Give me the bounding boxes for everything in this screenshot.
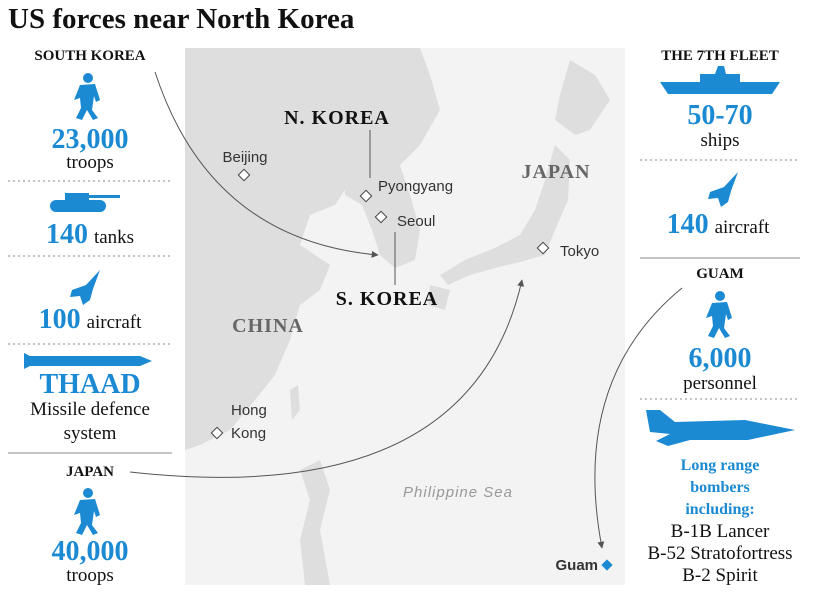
city-label: Hong (231, 402, 267, 419)
bomber-name: B-52 Stratofortress (647, 543, 792, 564)
stat-number: THAAD (39, 369, 140, 400)
missile-icon (24, 353, 152, 369)
guam-marker (601, 559, 613, 571)
soldier-icon-part (74, 499, 100, 535)
stat-unit: personnel (683, 373, 757, 394)
jet-icon (70, 270, 100, 305)
bomber-icon (646, 410, 795, 446)
city-marker (237, 168, 251, 182)
city-label: Beijing (222, 149, 267, 166)
stat-unit: aircraft (715, 217, 771, 238)
stat-unit: ships (700, 130, 739, 151)
city-label: Pyongyang (378, 178, 453, 195)
soldier-icon-part (706, 302, 732, 338)
bombers-heading: Long range (681, 457, 760, 474)
tank-icon-part (88, 195, 120, 198)
city-label: Kong (231, 425, 266, 442)
soldier-icon (74, 488, 100, 535)
soldier-icon-part (715, 291, 725, 301)
country-label: JAPAN (521, 161, 590, 183)
stat: 140 aircraft (667, 209, 771, 240)
korea-land (330, 48, 440, 268)
soldier-icon-part (83, 73, 93, 83)
soldier-icon-part (83, 488, 93, 498)
section-heading: SOUTH KOREA (34, 48, 145, 64)
stat-number: 140 (667, 209, 709, 240)
section-heading: THE 7TH FLEET (661, 48, 779, 64)
stat-unit: troops (66, 152, 114, 173)
bomber-name: B-1B Lancer (671, 521, 770, 542)
tank-icon-part (50, 200, 106, 212)
ship-icon (660, 66, 780, 94)
arrow (154, 71, 379, 258)
section-heading: GUAM (696, 266, 744, 282)
stat-unit: Missile defence (30, 399, 150, 420)
soldier-icon (74, 73, 100, 120)
city-marker (374, 210, 388, 224)
section-heading: JAPAN (66, 464, 114, 480)
taiwan-land (290, 385, 300, 420)
city-label: Seoul (397, 213, 435, 230)
bomber-name: B-2 Spirit (682, 565, 758, 586)
country-label: S. KOREA (336, 288, 438, 310)
stat-number: 140 (46, 219, 88, 250)
city-marker (359, 189, 373, 203)
city-marker (210, 426, 224, 440)
stat-number: 40,000 (52, 536, 129, 567)
arrow (129, 279, 525, 478)
stat-unit: tanks (94, 227, 134, 248)
china-land (185, 48, 405, 450)
japan-land (428, 60, 610, 310)
stat-unit: troops (66, 565, 114, 586)
stat-number: 6,000 (689, 343, 752, 374)
stat-number: 100 (39, 304, 81, 335)
stat-unit: system (64, 423, 117, 444)
philippines-land (300, 460, 330, 585)
stat: 100 aircraft (39, 304, 143, 335)
guam-label: Guam (555, 557, 598, 574)
stat-unit: aircraft (87, 312, 143, 333)
left-column: SOUTH KOREA 23,000 troops 140 tanks 100 ai… (8, 48, 172, 586)
soldier-icon (706, 291, 732, 338)
country-label: CHINA (232, 315, 304, 337)
bombers-heading: bombers (690, 479, 750, 496)
jet-icon (708, 172, 738, 207)
sea-label: Philippine Sea (403, 484, 513, 501)
arrow (594, 287, 683, 549)
soldier-icon-part (74, 84, 100, 120)
city-label: Tokyo (560, 243, 599, 260)
tank-icon (50, 193, 120, 212)
city-marker (536, 241, 550, 255)
stat-number: 50-70 (687, 100, 752, 131)
right-column: THE 7TH FLEET 50-70 ships 140 aircraft GU… (640, 48, 800, 586)
stat-number: 23,000 (52, 124, 129, 155)
tank-icon-part (65, 193, 89, 202)
country-label: N. KOREA (284, 107, 390, 129)
stat: 140 tanks (46, 219, 134, 250)
bombers-heading: including: (685, 501, 754, 518)
title: US forces near North Korea (8, 3, 355, 35)
map: N. KOREA S. KOREA CHINA JAPAN Beijing Py… (185, 48, 625, 585)
